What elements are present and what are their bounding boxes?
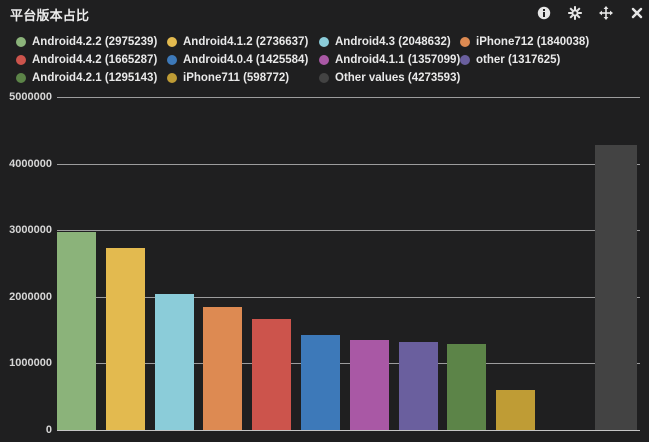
legend-color-dot bbox=[460, 55, 470, 65]
legend-item-label: Android4.3 (2048632) bbox=[335, 36, 451, 48]
bar-iphone711[interactable] bbox=[496, 390, 535, 430]
gear-icon[interactable] bbox=[568, 6, 582, 20]
legend-item-iphone712[interactable]: iPhone712 (1840038) bbox=[460, 36, 641, 48]
y-gridline bbox=[57, 97, 640, 98]
panel-title[interactable]: 平台版本占比 bbox=[10, 8, 90, 23]
legend-color-dot bbox=[319, 55, 329, 65]
legend-item-other[interactable]: other (1317625) bbox=[460, 54, 641, 66]
legend-color-dot bbox=[16, 73, 26, 83]
y-axis-tick-label: 0 bbox=[45, 424, 52, 436]
move-icon[interactable] bbox=[599, 6, 613, 20]
legend-color-dot bbox=[16, 55, 26, 65]
legend-color-dot bbox=[167, 37, 177, 47]
legend-color-dot bbox=[16, 37, 26, 47]
legend-color-dot bbox=[319, 37, 329, 47]
legend-color-dot bbox=[167, 55, 177, 65]
legend-color-dot bbox=[167, 73, 177, 83]
panel-toolbar bbox=[537, 6, 644, 20]
legend-item-label: Android4.2.2 (2975239) bbox=[32, 36, 158, 48]
info-circle-icon[interactable] bbox=[537, 6, 551, 20]
legend-item-label: Other values (4273593) bbox=[335, 72, 461, 84]
bar-android4-4-2[interactable] bbox=[252, 319, 291, 430]
x-axis-line bbox=[57, 430, 640, 431]
legend-item-android4-1-1[interactable]: Android4.1.1 (1357099) bbox=[319, 54, 460, 66]
y-axis-tick-label: 2000000 bbox=[9, 291, 52, 303]
legend-item-label: Android4.1.1 (1357099) bbox=[335, 54, 461, 66]
bar-other[interactable] bbox=[399, 342, 438, 430]
legend-item-android4-1-2[interactable]: Android4.1.2 (2736637) bbox=[167, 36, 319, 48]
close-icon[interactable] bbox=[630, 6, 644, 20]
legend-item-android4-2-2[interactable]: Android4.2.2 (2975239) bbox=[16, 36, 167, 48]
legend-item-android4-2-1[interactable]: Android4.2.1 (1295143) bbox=[16, 72, 167, 84]
legend-item-android4-3[interactable]: Android4.3 (2048632) bbox=[319, 36, 460, 48]
legend-item-iphone711[interactable]: iPhone711 (598772) bbox=[167, 72, 319, 84]
y-gridline bbox=[57, 164, 640, 165]
legend-item-label: other (1317625) bbox=[476, 54, 561, 66]
legend-item-label: iPhone711 (598772) bbox=[183, 72, 290, 84]
bar-android4-2-2[interactable] bbox=[57, 232, 96, 430]
bar-android4-3[interactable] bbox=[155, 294, 194, 430]
legend-item-label: Android4.0.4 (1425584) bbox=[183, 54, 309, 66]
bar-other-values[interactable] bbox=[595, 145, 637, 430]
y-gridline bbox=[57, 297, 640, 298]
legend: Android4.2.2 (2975239) Android4.1.2 (2736… bbox=[16, 33, 641, 87]
panel-header: 平台版本占比 bbox=[0, 0, 649, 26]
legend-item-other-values[interactable]: Other values (4273593) bbox=[319, 72, 460, 84]
bar-android4-1-2[interactable] bbox=[106, 248, 145, 430]
legend-item-android4-4-2[interactable]: Android4.4.2 (1665287) bbox=[16, 54, 167, 66]
legend-item-label: Android4.1.2 (2736637) bbox=[183, 36, 309, 48]
legend-item-label: iPhone712 (1840038) bbox=[476, 36, 590, 48]
bar-android4-2-1[interactable] bbox=[447, 344, 486, 430]
legend-item-label: Android4.4.2 (1665287) bbox=[32, 54, 158, 66]
legend-item-label: Android4.2.1 (1295143) bbox=[32, 72, 158, 84]
y-axis-tick-label: 5000000 bbox=[9, 91, 52, 103]
bar-android4-0-4[interactable] bbox=[301, 335, 340, 430]
y-axis-tick-label: 4000000 bbox=[9, 158, 52, 170]
bar-android4-1-1[interactable] bbox=[350, 340, 389, 430]
legend-color-dot bbox=[319, 73, 329, 83]
bar-iphone712[interactable] bbox=[203, 307, 242, 430]
y-axis-tick-label: 1000000 bbox=[9, 357, 52, 369]
legend-color-dot bbox=[460, 37, 470, 47]
y-axis-tick-label: 3000000 bbox=[9, 224, 52, 236]
y-gridline bbox=[57, 230, 640, 231]
legend-item-android4-0-4[interactable]: Android4.0.4 (1425584) bbox=[167, 54, 319, 66]
y-gridline bbox=[57, 363, 640, 364]
